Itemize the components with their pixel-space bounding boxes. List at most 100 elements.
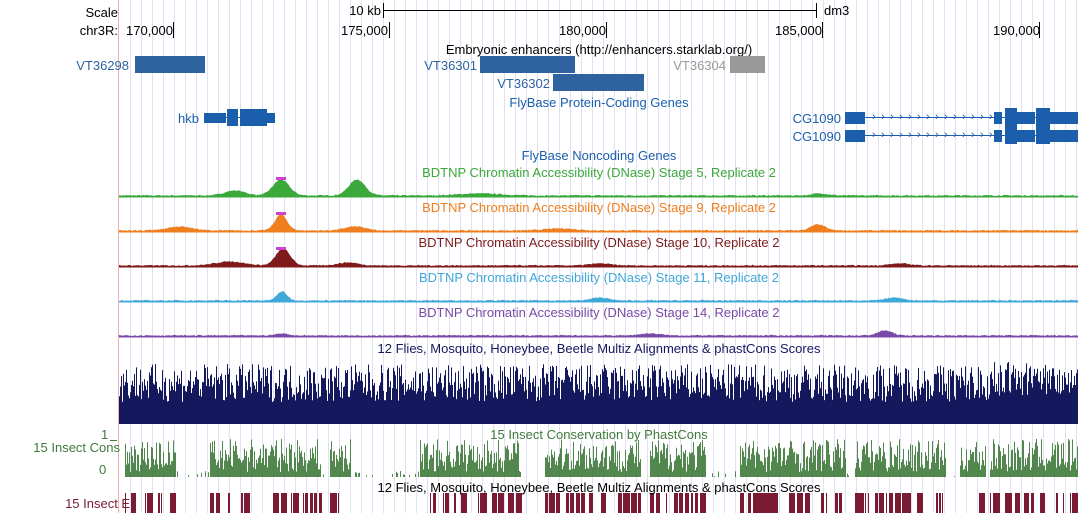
strand-arrow-icon: ›	[917, 111, 921, 123]
grid-line	[988, 0, 989, 513]
grid-line	[383, 0, 384, 513]
grid-line	[933, 0, 934, 513]
grid-line	[207, 0, 208, 513]
grid-line	[955, 0, 956, 513]
grid-line	[790, 0, 791, 513]
grid-line	[438, 0, 439, 513]
gene-cg1090-exon[interactable]	[994, 130, 1002, 142]
gene-cg1090-intron[interactable]	[845, 117, 1075, 118]
multiz-conservation-histogram	[119, 362, 1078, 424]
grid-line	[504, 0, 505, 513]
grid-line	[1032, 0, 1033, 513]
grid-line	[724, 0, 725, 513]
scale-bar-left-end	[383, 3, 384, 18]
genes-track-title: FlyBase Protein-Coding Genes	[509, 95, 689, 110]
gene-hkb-exon[interactable]	[267, 113, 275, 123]
scale-bar	[383, 10, 816, 11]
strand-arrow-icon: ›	[899, 129, 903, 141]
gene-cg1090-exon[interactable]	[845, 130, 865, 142]
gene-hkb-exon[interactable]	[204, 113, 226, 123]
grid-line	[856, 0, 857, 513]
gene-cg1090-intron[interactable]	[845, 135, 1075, 136]
enhancer-vt36301[interactable]	[480, 56, 575, 73]
grid-line	[515, 0, 516, 513]
enhancer-vt36298[interactable]	[135, 56, 205, 73]
dnase-stage9-signal	[119, 214, 1078, 232]
left-margin-line	[118, 0, 119, 513]
grid-line	[339, 0, 340, 513]
gene-cg1090-exon[interactable]	[1050, 130, 1078, 142]
enhancer-vt36302[interactable]	[553, 74, 644, 91]
enhancers-track-title: Embryonic enhancers (http://enhancers.st…	[445, 42, 753, 57]
strand-arrow-icon: ›	[980, 111, 984, 123]
grid-line	[229, 0, 230, 513]
strand-arrow-icon: ›	[881, 111, 885, 123]
grid-line	[801, 0, 802, 513]
gene-cg1090-exon[interactable]	[1017, 130, 1035, 142]
gene-cg1090-exon[interactable]	[1050, 112, 1078, 124]
grid-line	[922, 0, 923, 513]
gene-cg1090-exon[interactable]	[1017, 112, 1035, 124]
gene-hkb-exon[interactable]	[240, 109, 267, 126]
enhancer-label-vt36304[interactable]: VT36304	[673, 58, 726, 73]
peak-clip-marker	[276, 177, 286, 180]
grid-line	[614, 0, 615, 513]
grid-line	[966, 0, 967, 513]
grid-line	[460, 0, 461, 513]
phastcons-side-label[interactable]: 15 Insect Cons	[33, 440, 120, 455]
grid-line	[581, 0, 582, 513]
enhancer-label-vt36298[interactable]: VT36298	[76, 58, 129, 73]
gene-label-hkb[interactable]: hkb	[178, 111, 199, 126]
tick-label-175000: 175,000	[341, 23, 388, 38]
strand-arrow-icon: ›	[953, 129, 957, 141]
grid-line	[636, 0, 637, 513]
gene-hkb-exon[interactable]	[227, 109, 238, 126]
gene-label-cg1090-a[interactable]: CG1090	[792, 111, 841, 126]
grid-line	[130, 0, 131, 513]
gene-hkb-intron[interactable]	[204, 117, 274, 118]
grid-line	[900, 0, 901, 513]
gene-cg1090-exon[interactable]	[1005, 108, 1017, 126]
enhancer-label-vt36301[interactable]: VT36301	[424, 58, 477, 73]
strand-arrow-icon: ›	[953, 111, 957, 123]
grid-line	[273, 0, 274, 513]
scale-label: Scale	[85, 5, 118, 20]
strand-arrow-icon: ›	[944, 129, 948, 141]
strand-arrow-icon: ›	[935, 111, 939, 123]
grid-line	[185, 0, 186, 513]
strand-arrow-icon: ›	[890, 111, 894, 123]
grid-line	[372, 0, 373, 513]
grid-line	[240, 0, 241, 513]
grid-line	[163, 0, 164, 513]
gene-cg1090-exon[interactable]	[1036, 126, 1050, 144]
gene-cg1090-exon[interactable]	[994, 112, 1002, 124]
grid-line	[262, 0, 263, 513]
tick-label-180000: 180,000	[559, 23, 606, 38]
grid-line	[680, 0, 681, 513]
dnase-stage11-title: BDTNP Chromatin Accessibility (DNase) St…	[418, 270, 780, 285]
scale-bar-label: 10 kb	[349, 3, 381, 18]
gene-cg1090-exon[interactable]	[1036, 108, 1050, 126]
grid-line	[669, 0, 670, 513]
peak-clip-marker	[276, 247, 286, 250]
grid-line	[152, 0, 153, 513]
tick-label-170000: 170,000	[126, 23, 173, 38]
gene-label-cg1090-b[interactable]: CG1090	[792, 129, 841, 144]
enhancer-vt36304[interactable]	[730, 56, 765, 73]
tick-label-190000: 190,000	[993, 23, 1040, 38]
grid-line	[691, 0, 692, 513]
elements-side-label[interactable]: 15 Insect El	[65, 496, 133, 511]
grid-line	[405, 0, 406, 513]
strand-arrow-icon: ›	[908, 111, 912, 123]
strand-arrow-icon: ›	[980, 129, 984, 141]
grid-line	[306, 0, 307, 513]
gene-cg1090-exon[interactable]	[1005, 126, 1017, 144]
enhancer-label-vt36302[interactable]: VT36302	[497, 76, 550, 91]
gene-cg1090-exon[interactable]	[845, 112, 865, 124]
tick-180000	[606, 22, 607, 38]
strand-arrow-icon: ›	[989, 111, 993, 123]
grid-line	[361, 0, 362, 513]
grid-line	[878, 0, 879, 513]
